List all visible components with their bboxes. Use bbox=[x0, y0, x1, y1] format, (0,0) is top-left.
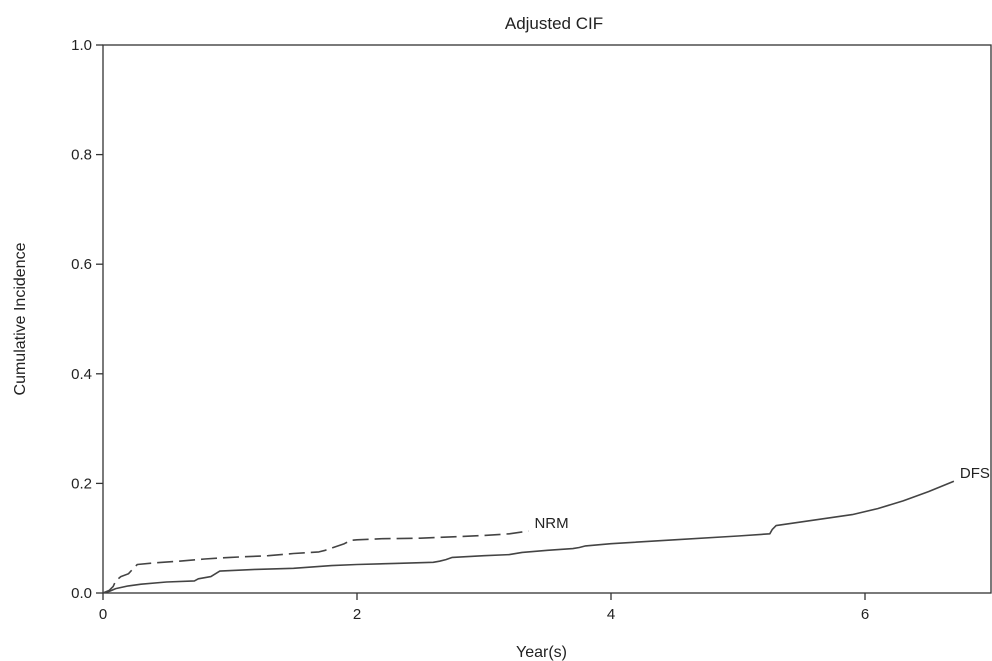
y-tick-label: 0.0 bbox=[71, 585, 92, 602]
x-tick-label: 6 bbox=[861, 606, 869, 623]
series-line-nrm bbox=[102, 530, 529, 594]
x-axis-label: Year(s) bbox=[516, 644, 567, 661]
y-tick-label: 0.8 bbox=[71, 147, 92, 164]
y-tick-label: 0.2 bbox=[71, 475, 92, 492]
x-tick-label: 4 bbox=[607, 606, 615, 623]
series-label-nrm: NRM bbox=[534, 515, 568, 532]
chart-title: Adjusted CIF bbox=[505, 14, 603, 33]
series-label-dfs: DFS bbox=[960, 465, 990, 482]
plot-frame bbox=[102, 44, 992, 594]
y-axis-label: Cumulative Incidence bbox=[12, 242, 29, 395]
x-tick-label: 0 bbox=[99, 606, 107, 623]
x-axis: 0 2 4 6 bbox=[99, 593, 869, 623]
series-line-dfs bbox=[102, 480, 955, 594]
y-tick-label: 0.4 bbox=[71, 366, 92, 383]
x-tick-label: 2 bbox=[353, 606, 361, 623]
y-axis: 0.0 0.2 0.4 0.6 0.8 1.0 bbox=[71, 37, 103, 602]
y-tick-label: 0.6 bbox=[71, 256, 92, 273]
y-tick-label: 1.0 bbox=[71, 37, 92, 54]
series-layer: DFS NRM bbox=[102, 465, 990, 594]
